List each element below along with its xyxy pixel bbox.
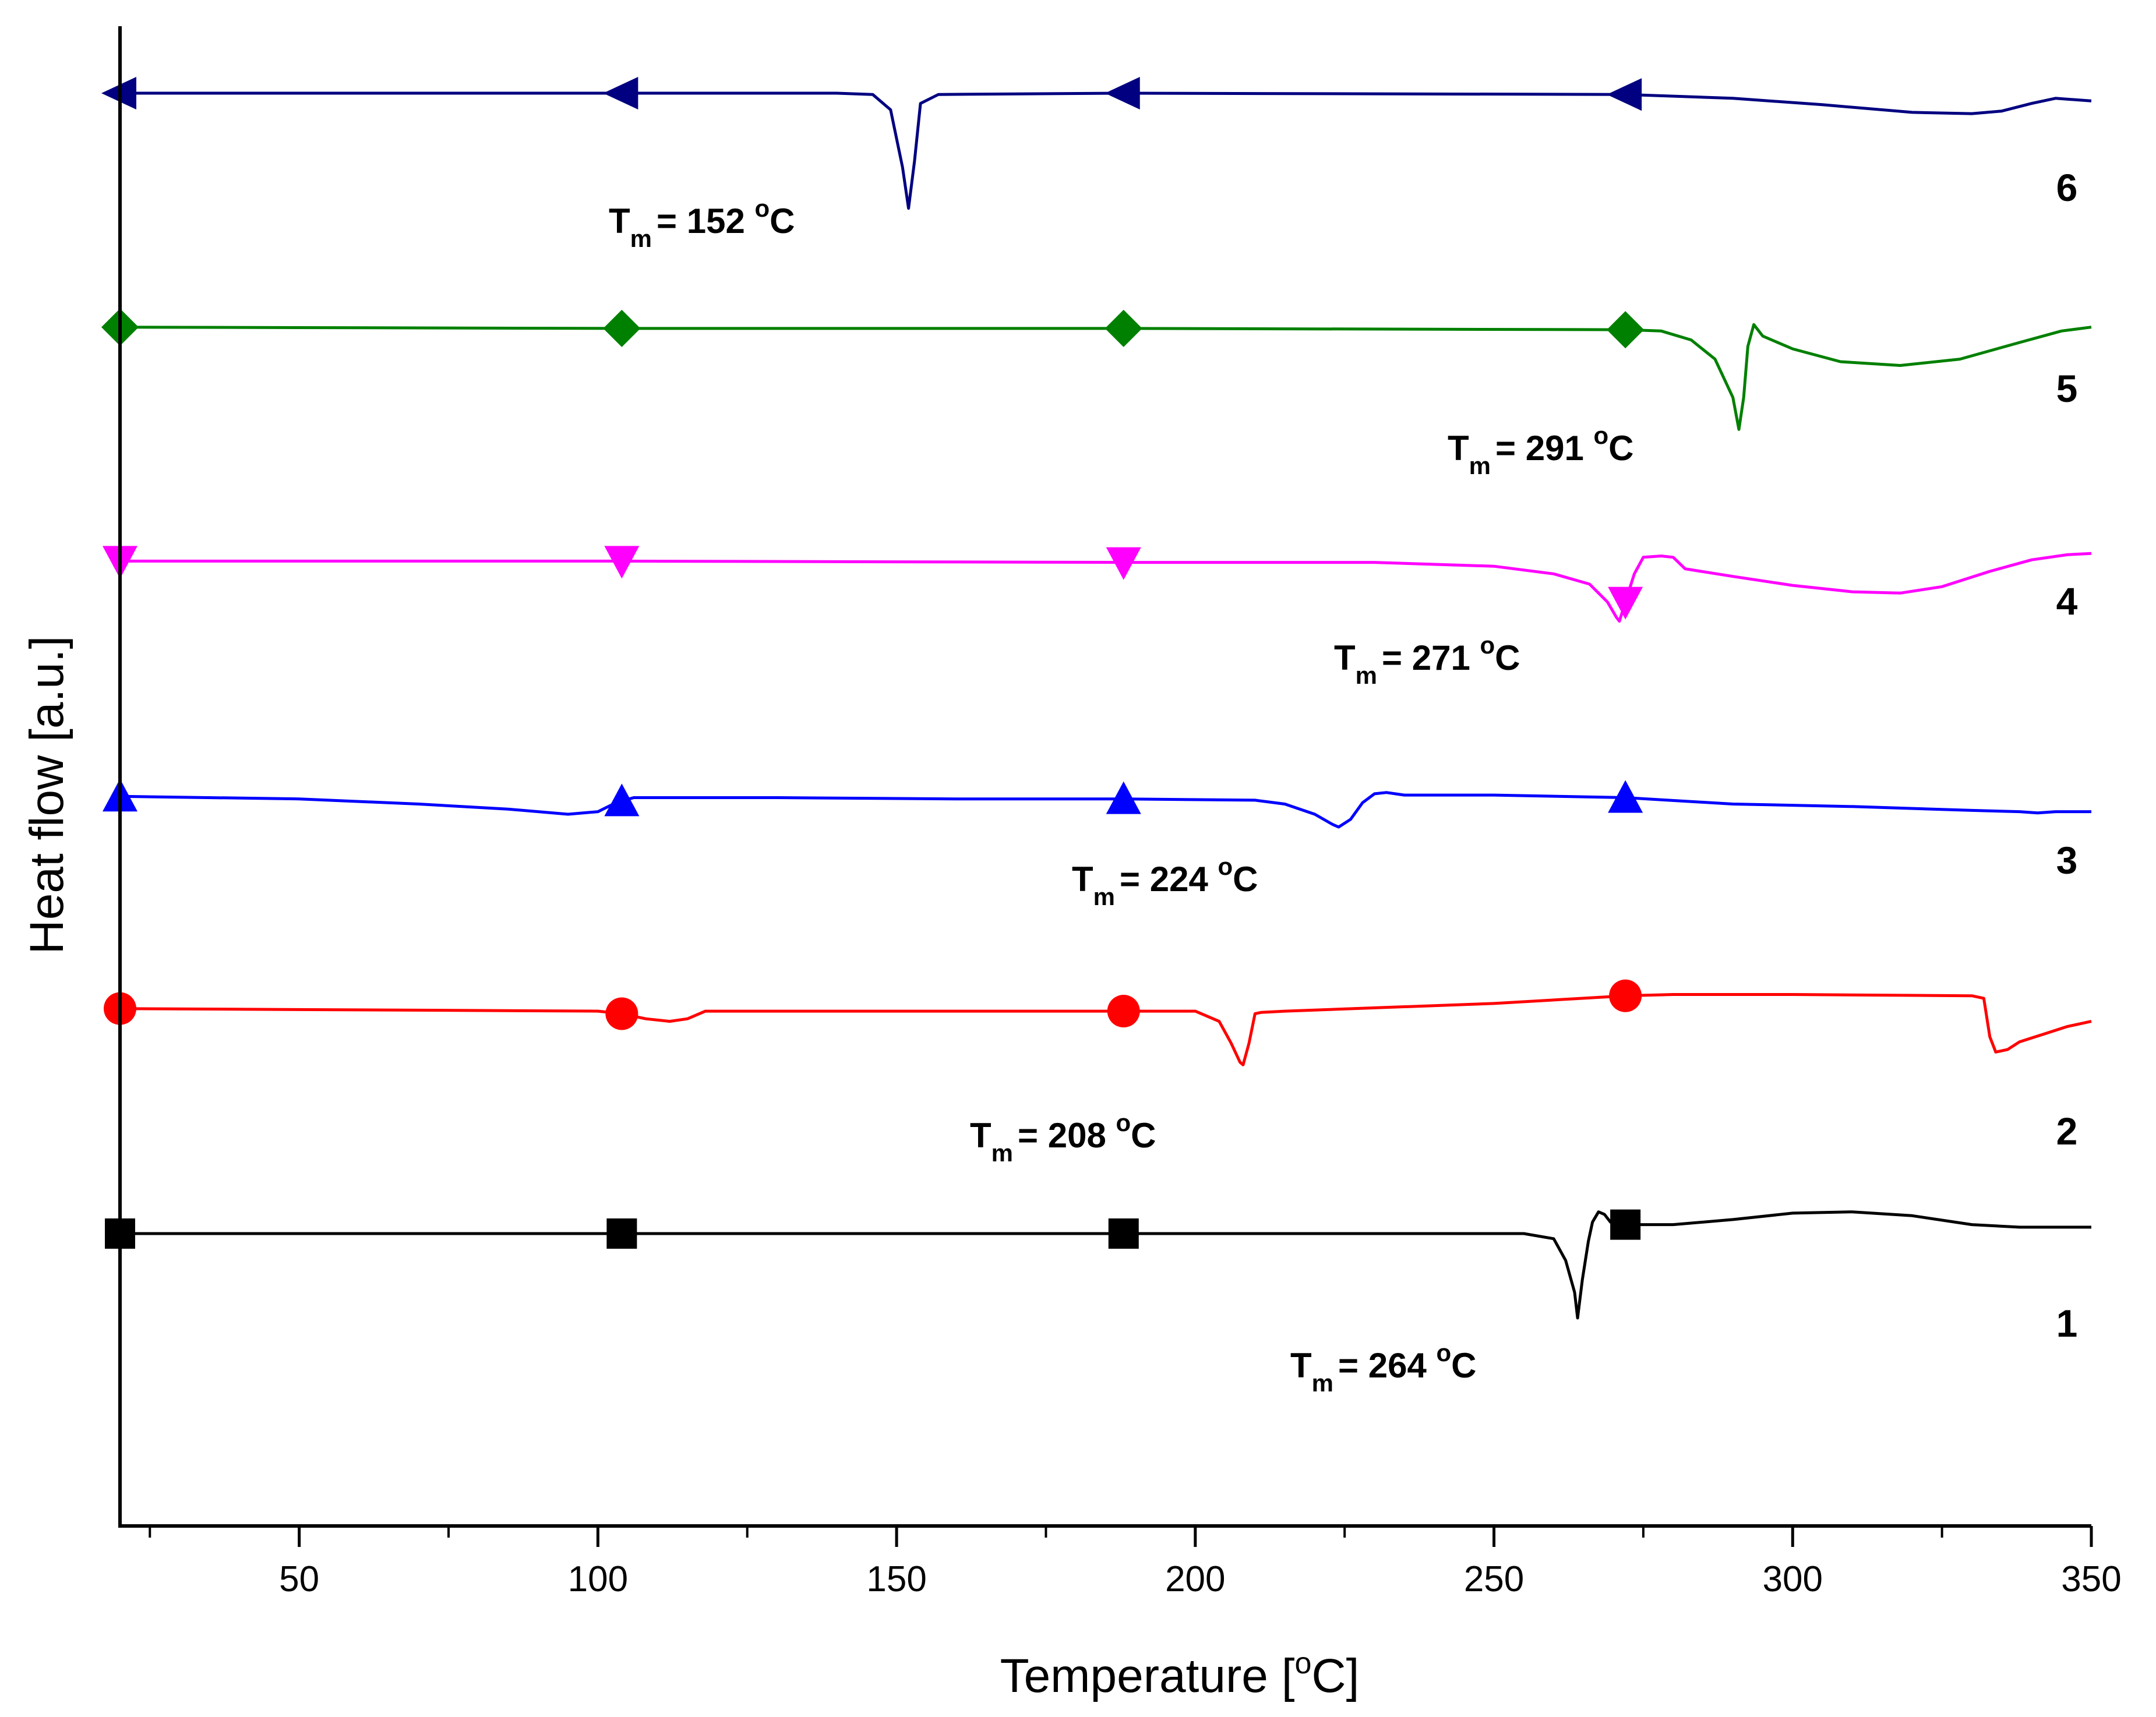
tm-annotation: Tm = 291 oC	[1448, 422, 1634, 479]
x-tick-label: 50	[279, 1559, 319, 1599]
annotations: Tm = 264 oC 1 Tm = 208 oC 2 Tm = 224 oC 3 Tm = 271…	[609, 166, 2078, 1397]
series-marker	[1106, 547, 1141, 580]
series-6	[101, 77, 2092, 210]
curve-number-label: 3	[2056, 839, 2078, 882]
series-marker	[1607, 78, 1642, 111]
x-tick-label: 100	[568, 1559, 628, 1599]
series-marker	[1107, 995, 1140, 1028]
x-tick-label: 200	[1165, 1559, 1225, 1599]
series-marker	[603, 77, 638, 109]
x-tick-label: 150	[866, 1559, 926, 1599]
curve-number-label: 5	[2056, 367, 2078, 410]
series-2	[104, 979, 2092, 1066]
series-marker	[604, 783, 640, 817]
tm-annotation: Tm = 152 oC	[609, 195, 795, 252]
x-tick-label: 250	[1464, 1559, 1524, 1599]
series-4	[103, 546, 2092, 623]
series-marker	[1105, 309, 1142, 347]
series-3	[103, 779, 2091, 829]
x-ticks: 50 100 150 200 250 300 350	[149, 1526, 2122, 1599]
series-5	[101, 308, 2092, 431]
series-marker	[1608, 780, 1643, 813]
series-line	[120, 1210, 2091, 1320]
series-marker	[603, 309, 641, 347]
x-axis-title: Temperature [oC]	[1000, 1647, 1360, 1702]
x-tick-label: 300	[1763, 1559, 1823, 1599]
series-line	[119, 323, 2092, 431]
tm-annotation: Tm = 264 oC	[1290, 1339, 1477, 1397]
series-marker	[604, 546, 640, 579]
series-marker	[1609, 979, 1642, 1012]
series-marker	[606, 1218, 637, 1249]
curve-number-label: 1	[2056, 1302, 2078, 1345]
series-marker	[605, 997, 638, 1030]
series-marker	[1608, 587, 1643, 620]
curve-number-label: 6	[2056, 166, 2078, 209]
series-marker	[1105, 77, 1140, 109]
curve-number-label: 2	[2056, 1110, 2078, 1153]
series-marker	[1607, 311, 1645, 349]
series-line	[119, 993, 2092, 1066]
series-line	[120, 91, 2092, 210]
tm-annotation: Tm = 224 oC	[1072, 853, 1258, 910]
axes	[118, 26, 2091, 1528]
series-marker	[1106, 781, 1141, 814]
plot-area	[101, 77, 2092, 1320]
tm-annotation: Tm = 271 oC	[1334, 631, 1520, 689]
series-line	[120, 552, 2092, 623]
tm-annotation: Tm = 208 oC	[970, 1109, 1156, 1167]
series-line	[119, 791, 2091, 829]
y-axis-title: Heat flow [a.u.]	[20, 636, 73, 955]
series-marker	[1108, 1218, 1139, 1249]
x-tick-label: 350	[2061, 1559, 2121, 1599]
series-marker	[1610, 1209, 1641, 1240]
curve-number-label: 4	[2056, 580, 2078, 623]
series-1	[105, 1209, 2091, 1320]
